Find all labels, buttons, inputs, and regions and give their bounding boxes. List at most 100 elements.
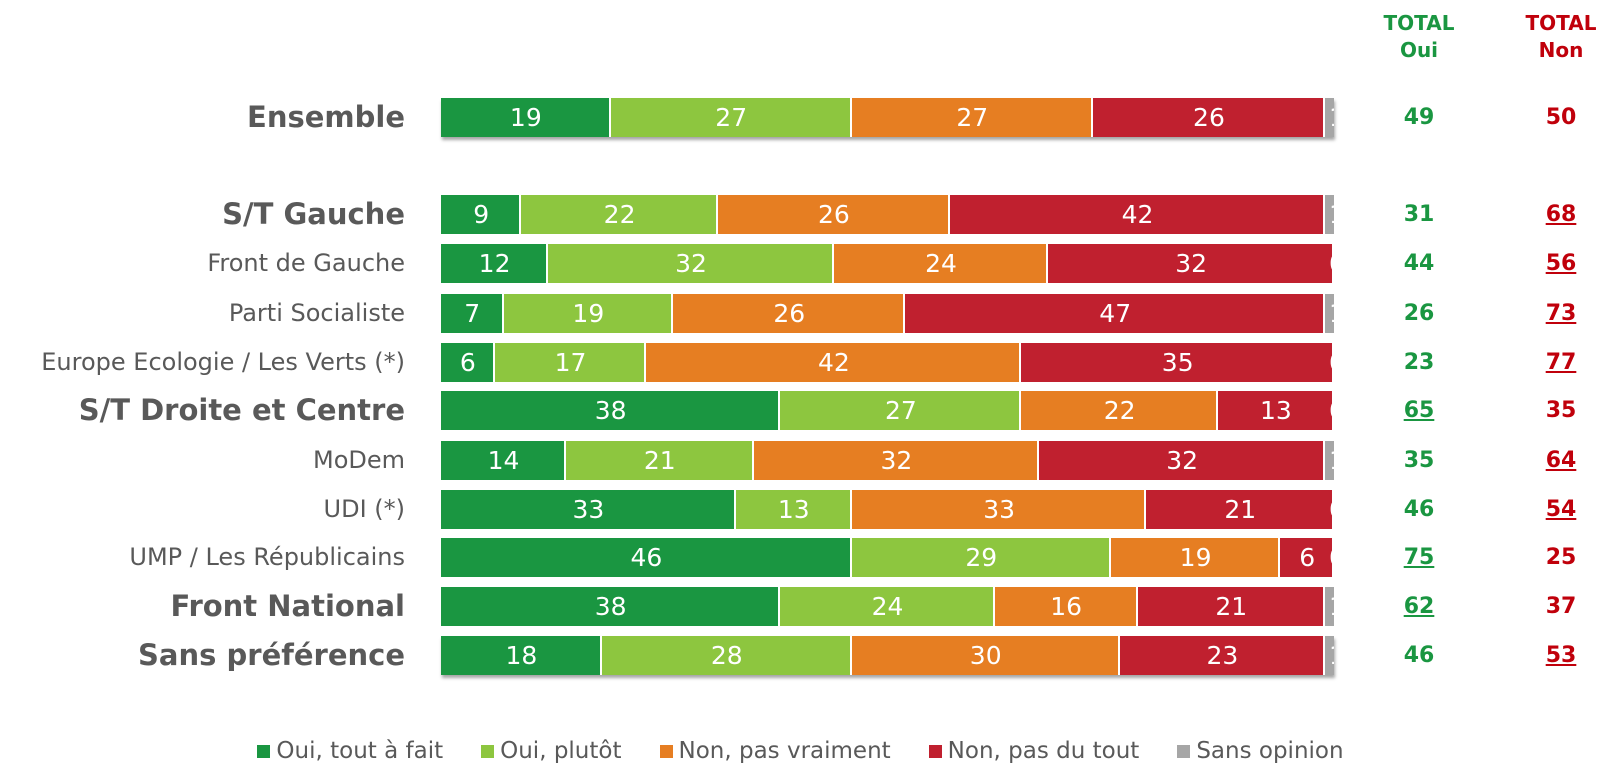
bar-value-label: 6 [459, 348, 476, 377]
bar-segment [441, 343, 495, 382]
bar-row: 6 17 42 35 0 [441, 343, 1334, 382]
bar-value-label: 0 [1329, 490, 1334, 529]
bar-segment [441, 587, 781, 626]
total-oui-value: 35 [1403, 448, 1435, 473]
total-oui-value: 46 [1403, 643, 1435, 668]
bar-row: 46 29 19 60 [441, 538, 1334, 577]
bar-value-label: 27 [884, 396, 917, 425]
bar-segment [441, 294, 504, 333]
total-non-value: 37 [1545, 594, 1577, 619]
legend-swatch [1177, 744, 1191, 758]
bar-segment [905, 294, 1326, 333]
legend-label: Sans opinion [1196, 738, 1344, 764]
bar-value-label: 13 [1260, 396, 1292, 425]
bar-row: 33 13 33 21 0 [441, 490, 1334, 529]
bar-value-label: 0 [1329, 244, 1334, 283]
bar-value-label: 19 [572, 299, 605, 328]
bar-segment [950, 195, 1326, 234]
bar-segment [1325, 98, 1334, 137]
bar-value-label: 0 [1329, 391, 1334, 430]
bar-value-label: 0 [1329, 343, 1334, 382]
bar-segment [1325, 636, 1334, 675]
bar-value-label: 21 [643, 446, 676, 475]
bar-value-label: 32 [675, 249, 707, 278]
bar-segment [833, 244, 1049, 283]
legend-label: Non, pas vraiment [678, 738, 891, 764]
category-label: Front de Gauche [207, 249, 405, 277]
bar-segment [441, 98, 611, 137]
bar-value-label: 47 [1099, 299, 1132, 328]
bar-segment [1119, 636, 1326, 675]
bar-segment [753, 441, 1040, 480]
bar-segment [610, 98, 852, 137]
bar-value-label: 38 [594, 592, 627, 621]
total-oui-value: 65 [1403, 398, 1435, 423]
total-non-header: TOTAL Non [1516, 10, 1601, 64]
total-non-value: 54 [1545, 497, 1577, 522]
legend-item: Non, pas vraiment [659, 738, 891, 764]
bar-segment [601, 636, 852, 675]
bar-row: 19 27 27 26 1 [441, 98, 1334, 137]
bar-segment [851, 636, 1120, 675]
bar-value-label: 1 [1329, 195, 1334, 234]
bar-value-label: 21 [1224, 495, 1257, 524]
total-non-value: 77 [1545, 350, 1577, 375]
total-non-value: 73 [1545, 301, 1577, 326]
bar-segment [1325, 441, 1334, 480]
category-label: UDI (*) [323, 495, 405, 523]
bar-value-label: 42 [817, 348, 850, 377]
legend-item: Non, pas du tout [928, 738, 1139, 764]
bar-value-label: 29 [965, 543, 998, 572]
bar-segment [1048, 244, 1334, 283]
bar-value-label: 6 [1299, 543, 1316, 572]
bar-segment [1021, 343, 1334, 382]
legend-swatch [928, 744, 942, 758]
bar-segment [851, 98, 1093, 137]
bar-value-label: 1 [1329, 294, 1334, 333]
bar-segment [494, 343, 647, 382]
bar-value-label: 27 [956, 103, 989, 132]
bar-segment [1021, 391, 1218, 430]
bar-segment [1146, 490, 1334, 529]
total-non-header-line1: TOTAL [1525, 11, 1597, 35]
bar-value-label: 32 [880, 446, 913, 475]
bar-segment [441, 244, 549, 283]
bar-value-label: 35 [1161, 348, 1194, 377]
bar-segment [717, 195, 950, 234]
total-oui-value: 46 [1403, 497, 1435, 522]
bar-value-label: 1 [1329, 98, 1334, 137]
bar-segment [441, 636, 602, 675]
bar-segment [1280, 538, 1334, 577]
bar-segment [1137, 587, 1326, 626]
bar-value-label: 27 [715, 103, 748, 132]
legend-item: Oui, plutôt [481, 738, 622, 764]
bar-value-label: 28 [710, 641, 743, 670]
bar-row: 38 27 22 13 0 [441, 391, 1334, 430]
legend-item: Oui, tout à fait [257, 738, 443, 764]
bar-segment [1110, 538, 1281, 577]
bar-value-label: 32 [1166, 446, 1199, 475]
bar-segment [1325, 294, 1334, 333]
bar-value-label: 26 [818, 200, 850, 229]
total-oui-header-line2: Oui [1399, 38, 1439, 62]
bar-value-label: 12 [478, 249, 511, 278]
total-oui-header-line1: TOTAL [1383, 11, 1455, 35]
bar-segment [673, 294, 906, 333]
total-oui-value: 62 [1403, 594, 1435, 619]
bar-value-label: 32 [1175, 249, 1208, 278]
bar-value-label: 33 [983, 495, 1016, 524]
total-oui-value: 23 [1403, 350, 1435, 375]
legend-label: Oui, tout à fait [276, 738, 444, 764]
bar-segment [780, 587, 995, 626]
bar-segment [1039, 441, 1326, 480]
total-oui-value: 31 [1403, 202, 1435, 227]
bar-value-label: 1 [1329, 636, 1334, 675]
category-label: Sans préférence [138, 638, 405, 672]
bar-value-label: 9 [473, 200, 490, 229]
bar-segment [1217, 391, 1334, 430]
bar-segment [735, 490, 852, 529]
bar-segment [441, 391, 781, 430]
bar-value-label: 1 [1329, 587, 1334, 626]
legend-swatch [481, 744, 495, 758]
